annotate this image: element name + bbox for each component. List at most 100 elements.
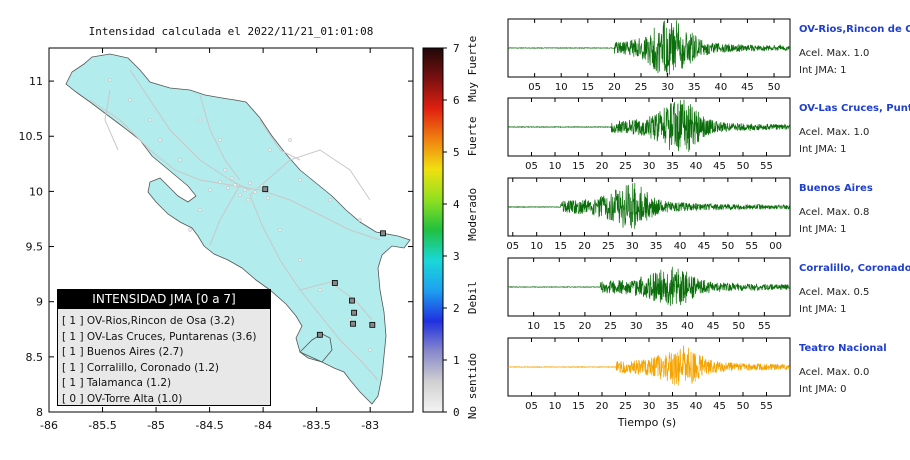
- legend-row-label: Talamanca (1.2): [86, 377, 172, 389]
- colorbar-tick-label: 1: [453, 354, 460, 367]
- city-dot: [208, 188, 212, 192]
- legend-row-jma: [ 1 ]: [62, 346, 87, 358]
- seismo-tick-label: 40: [674, 241, 687, 252]
- legend-row: [ 1 ] OV-Las Cruces, Puntarenas (3.6): [62, 330, 270, 346]
- seismogram-panel: 05 10 15 20 25 30 35 40 45 50 55 00: [506, 177, 791, 252]
- seismo-tick-label: 45: [741, 82, 754, 93]
- city-dot: [158, 138, 162, 142]
- legend-row: [ 1 ] OV-Rios,Rincon de Osa (3.2): [62, 314, 270, 330]
- colorbar-category-label: Fuerte: [466, 117, 479, 157]
- intensity-legend: INTENSIDAD JMA [0 a 7] [ 1 ] OV-Rios,Rin…: [57, 289, 271, 406]
- station-name: Corralillo, Coronado: [799, 263, 910, 274]
- legend-row-label: OV-Rios,Rincon de Osa (3.2): [86, 315, 235, 327]
- city-dot: [368, 348, 372, 352]
- city-dot: [223, 168, 227, 172]
- city-dot: [148, 118, 152, 122]
- colorbar-category-label: Muy Fuerte: [466, 36, 479, 102]
- station-name: OV-Las Cruces, Puntarenas: [799, 103, 910, 114]
- city-dot: [198, 208, 202, 212]
- legend-row-jma: [ 1 ]: [62, 361, 87, 374]
- station-jma: Int JMA: 0: [799, 384, 847, 395]
- seismo-xlabel: Tiempo (s): [617, 416, 676, 429]
- legend-row-jma: [ 1 ]: [62, 330, 87, 343]
- colorbar: [422, 47, 444, 413]
- station-acceleration: Acel. Max. 0.0: [799, 367, 870, 378]
- city-dot: [298, 178, 302, 182]
- seismo-tick-label: 15: [572, 161, 585, 172]
- colorbar-categories: No sentido Debil Moderado Fuerte Muy Fuerte: [466, 36, 479, 419]
- city-dot: [248, 181, 252, 185]
- city-dot: [253, 190, 257, 194]
- seismo-tick-label: 30: [626, 241, 639, 252]
- seismo-tick-label: 35: [650, 241, 663, 252]
- city-dot: [278, 228, 282, 232]
- seismo-tick-label: 20: [596, 401, 609, 412]
- station-marker: [349, 297, 355, 304]
- map-ytick-label: 10.5: [19, 130, 44, 143]
- station-jma: Int JMA: 1: [799, 144, 847, 155]
- colorbar-category-label: Debil: [466, 281, 479, 314]
- map-ytick-label: 9: [36, 296, 43, 309]
- map-y-axis: 8 8.5 9 9.5 10 10.5 11: [19, 75, 413, 419]
- city-dot: [358, 218, 362, 222]
- seismo-tick-label: 55: [758, 321, 771, 332]
- seismo-tick-label: 20: [579, 321, 592, 332]
- seismo-tick-label: 40: [690, 401, 703, 412]
- osa-peninsula: [299, 333, 333, 363]
- seismo-tick-label: 25: [635, 82, 648, 93]
- seismogram-panel: 05 10 15 20 25 30 35 40 45 50 55: [507, 337, 791, 412]
- city-dot: [243, 188, 247, 192]
- city-dot: [288, 138, 292, 142]
- seismogram-trace: [507, 266, 791, 306]
- seismo-tick-label: 10: [549, 401, 562, 412]
- colorbar-tick-label: 6: [453, 94, 460, 107]
- legend-row: [ 1 ] Buenos Aires (2.7): [62, 345, 270, 361]
- seismo-tick-label: 10: [555, 82, 568, 93]
- city-dot: [188, 228, 192, 232]
- station-marker: [369, 321, 376, 328]
- station-name: OV-Rios,Rincon de Osa: [799, 24, 910, 35]
- station-acceleration: Acel. Max. 1.0: [799, 127, 870, 138]
- seismo-tick-label: 50: [732, 321, 745, 332]
- colorbar-tick-label: 7: [453, 42, 460, 55]
- seismo-tick-label: 30: [643, 401, 656, 412]
- road-network: [89, 69, 381, 381]
- seismo-tick-label: 45: [713, 161, 726, 172]
- seismogram-panel: 10 15 20 25 30 35 40 45 50 55: [507, 257, 791, 332]
- city-dot: [238, 193, 242, 197]
- seismo-tick-label: 40: [681, 321, 694, 332]
- colorbar-tick-label: 3: [453, 250, 460, 263]
- map-xtick-label: -84.5: [195, 419, 223, 432]
- map-ytick-label: 8: [36, 406, 43, 419]
- seismo-tick-label: 50: [737, 401, 750, 412]
- seismo-tick-label: 25: [619, 161, 632, 172]
- colorbar-tick-label: 4: [453, 198, 460, 211]
- legend-row: [ 0 ] OV-Torre Alta (1.0): [62, 392, 270, 408]
- legend-title: INTENSIDAD JMA [0 a 7]: [58, 290, 270, 309]
- map-xtick-label: -83: [361, 419, 379, 432]
- seismo-tick-label: 05: [525, 401, 538, 412]
- map-xtick-label: -86: [40, 419, 58, 432]
- seismo-tick-label: 35: [666, 401, 679, 412]
- seismogram-panel: 05 10 15 20 25 30 35 40 45 50 55: [507, 97, 791, 172]
- city-dot: [246, 198, 250, 202]
- seismo-tick-label: 05: [525, 161, 538, 172]
- seismo-tick-label: 10: [527, 321, 540, 332]
- city-dot: [230, 176, 234, 180]
- seismo-tick-label: 35: [688, 82, 701, 93]
- station-marker: [331, 280, 338, 286]
- city-dot: [178, 158, 182, 162]
- city-dot: [298, 258, 302, 262]
- colorbar-tick-label: 5: [453, 146, 460, 159]
- colorbar-ticks: 0 1 2 3 4 5 6 7: [443, 42, 460, 419]
- city-dot: [233, 183, 237, 187]
- station-marker: [351, 309, 358, 316]
- map-xtick-label: -85.5: [88, 419, 116, 432]
- map-xtick-label: -84: [254, 419, 272, 432]
- map-ytick-label: 8.5: [26, 351, 44, 364]
- city-dot: [318, 288, 322, 292]
- station-name: Buenos Aires: [799, 183, 873, 194]
- seismogram-trace: [507, 344, 791, 386]
- city-dot: [128, 98, 132, 102]
